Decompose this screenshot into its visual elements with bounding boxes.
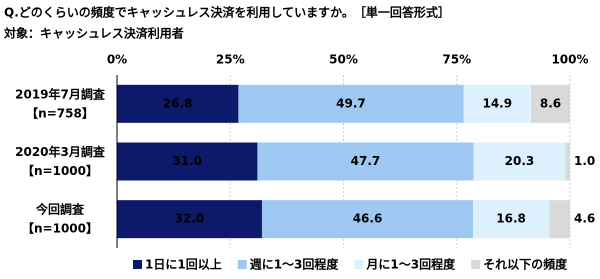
category-label: 今回調査 — [35, 202, 85, 217]
value-label: 16.8 — [496, 212, 526, 226]
value-label: 46.6 — [353, 212, 383, 226]
legend-swatch — [133, 260, 142, 269]
bar-segment — [117, 142, 258, 181]
category-label: 2020年3月調査 — [15, 144, 106, 159]
legend-label: 月に1～3回程度 — [365, 257, 456, 272]
bar-segment — [257, 142, 474, 181]
x-tick-label: 25% — [216, 53, 245, 67]
value-label: 4.6 — [574, 212, 595, 226]
value-label: 31.0 — [172, 154, 202, 168]
x-tick-label: 50% — [329, 53, 358, 67]
chart-subtitle: 対象：キャッシュレス決済利用者 — [3, 26, 184, 41]
legend-swatch — [354, 260, 364, 269]
value-label: 14.9 — [482, 96, 512, 110]
legend-label: 1日に1回以上 — [145, 257, 222, 272]
bar-segment — [238, 84, 464, 123]
chart-title: Q.どのくらいの頻度でキャッシュレス決済を利用していますか。 ［単一回答形式］ — [4, 5, 450, 20]
bar-segment — [463, 84, 532, 123]
category-note: 【n=1000】 — [22, 163, 98, 178]
bar-segment — [117, 84, 239, 123]
bar-segment — [473, 142, 566, 181]
legend-swatch — [471, 260, 481, 269]
value-label: 49.7 — [336, 96, 366, 110]
category-label: 2019年7月調査 — [15, 86, 106, 101]
value-label: 26.8 — [163, 96, 193, 110]
x-tick-label: 100% — [551, 53, 588, 67]
x-tick-label: 0% — [107, 53, 127, 67]
bar-segment — [473, 200, 550, 239]
category-note: 【n=1000】 — [22, 221, 98, 236]
bar-segment — [261, 200, 474, 239]
value-label: 47.7 — [351, 154, 381, 168]
value-label: 8.6 — [540, 96, 561, 110]
bar-segment — [565, 142, 570, 181]
value-label: 20.3 — [505, 154, 535, 168]
bar-segment — [117, 200, 262, 239]
bar-segment — [531, 84, 570, 123]
legend-swatch — [237, 260, 247, 269]
value-label: 1.0 — [574, 154, 595, 168]
x-tick-label: 75% — [442, 53, 471, 67]
category-note: 【n=758】 — [26, 105, 94, 120]
bar-segment — [549, 200, 570, 239]
legend-label: それ以下の頻度 — [483, 257, 568, 272]
legend-label: 週に1～3回程度 — [250, 257, 340, 272]
value-label: 32.0 — [175, 212, 205, 226]
